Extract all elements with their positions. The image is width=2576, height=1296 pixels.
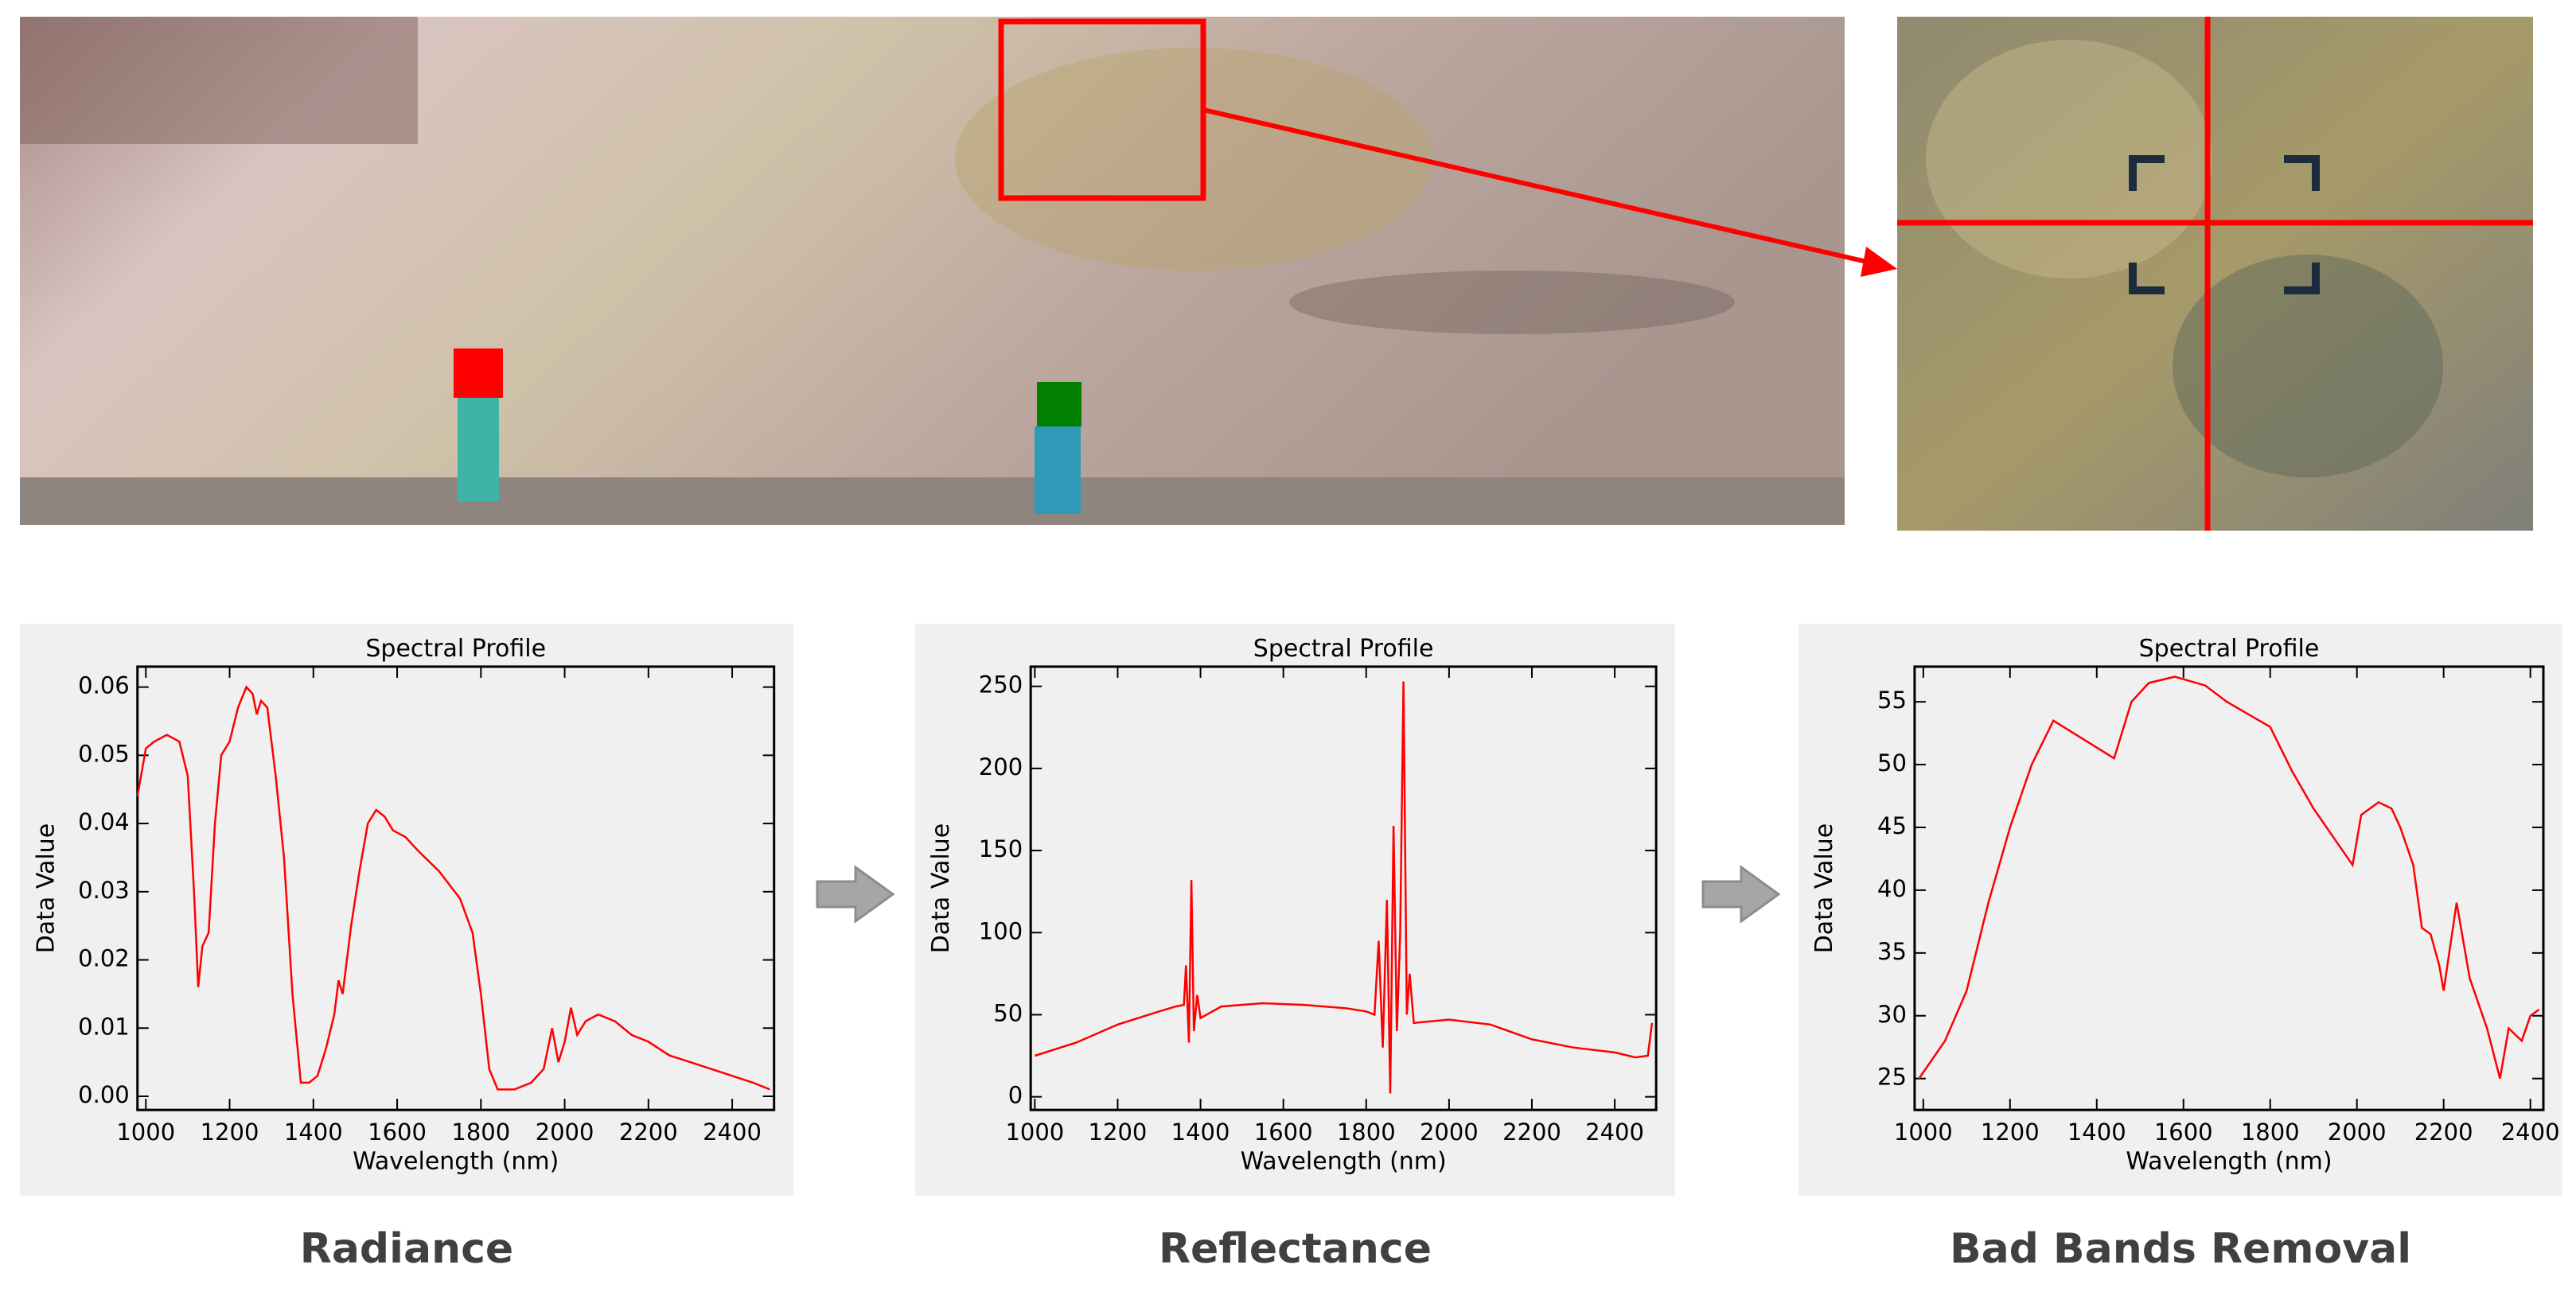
y-tick-label: 40 — [1877, 875, 1907, 902]
x-tick-label: 2200 — [1502, 1119, 1561, 1146]
chart-title: Spectral Profile — [2139, 635, 2320, 663]
y-axis-label: Data Value — [927, 823, 955, 954]
chart-title: Spectral Profile — [1253, 635, 1434, 663]
caption: Reflectance — [1159, 1225, 1432, 1273]
y-tick-label: 200 — [979, 753, 1023, 780]
x-tick-label: 2000 — [2328, 1119, 2387, 1146]
x-tick-label: 1600 — [2154, 1119, 2213, 1146]
y-tick-label: 30 — [1877, 1001, 1907, 1028]
y-axis-label: Data Value — [1810, 823, 1838, 954]
x-tick-label: 1800 — [1337, 1119, 1396, 1146]
y-tick-label: 50 — [1877, 749, 1907, 776]
y-tick-label: 100 — [979, 917, 1023, 944]
caption: Bad Bands Removal — [1950, 1225, 2411, 1273]
x-tick-label: 2000 — [1420, 1119, 1479, 1146]
y-tick-label: 0 — [1008, 1082, 1023, 1109]
y-tick-label: 0.02 — [78, 945, 130, 972]
photo — [20, 17, 1897, 525]
x-tick-label: 1800 — [2241, 1119, 2300, 1146]
x-tick-label: 2400 — [703, 1119, 762, 1146]
plot-area — [1913, 665, 2545, 1111]
x-tick-label: 2400 — [2501, 1119, 2560, 1146]
y-axis-label: Data Value — [33, 823, 60, 954]
x-tick-label: 1800 — [451, 1119, 510, 1146]
y-tick-label: 55 — [1877, 687, 1907, 714]
x-tick-label: 2200 — [2414, 1119, 2473, 1146]
x-tick-label: 1000 — [1894, 1119, 1953, 1146]
x-tick-label: 1200 — [201, 1119, 259, 1146]
y-tick-label: 150 — [979, 835, 1023, 862]
y-tick-label: 0.06 — [78, 672, 130, 699]
x-tick-label: 1000 — [1005, 1119, 1064, 1146]
x-axis-label: Wavelength (nm) — [353, 1148, 559, 1176]
x-tick-label: 1400 — [284, 1119, 343, 1146]
x-tick-label: 1600 — [368, 1119, 427, 1146]
spectrum-line — [1035, 681, 1654, 1094]
x-tick-label: 1400 — [1171, 1119, 1230, 1146]
chart-panel: Spectral Profile 0.00 0.01 0.02 0.03 0.04 0.05… — [20, 624, 793, 1273]
x-tick-label: 1000 — [116, 1119, 175, 1146]
y-tick-label: 0.01 — [78, 1013, 130, 1040]
y-tick-label: 45 — [1877, 812, 1907, 839]
y-tick-label: 0.00 — [78, 1081, 130, 1108]
spectrum-line — [1918, 675, 2540, 1080]
y-tick-label: 50 — [993, 999, 1023, 1026]
y-tick-label: 25 — [1877, 1064, 1907, 1091]
flow-arrows — [816, 865, 1781, 924]
x-tick-label: 1200 — [1089, 1119, 1148, 1146]
y-tick-label: 0.05 — [78, 740, 130, 767]
x-tick-label: 1400 — [2067, 1119, 2126, 1146]
spectrum-line — [136, 685, 770, 1091]
x-axis-label: Wavelength (nm) — [2126, 1148, 2332, 1176]
plot-area — [1029, 665, 1658, 1111]
y-tick-label: 250 — [979, 671, 1023, 699]
y-tick-label: 0.03 — [78, 877, 130, 904]
x-axis-label: Wavelength (nm) — [1241, 1148, 1447, 1176]
caption: Radiance — [300, 1225, 513, 1273]
x-tick-label: 1600 — [1254, 1119, 1313, 1146]
x-tick-label: 1200 — [1981, 1119, 2040, 1146]
x-tick-label: 2000 — [536, 1119, 594, 1146]
plot-area — [136, 665, 776, 1111]
chart-panel: Spectral Profile 25 30 35 40 45 50 55 1000 1200 14… — [1799, 624, 2562, 1273]
y-tick-label: 0.04 — [78, 808, 130, 835]
x-tick-label: 2200 — [619, 1119, 678, 1146]
x-tick-label: 2400 — [1585, 1119, 1644, 1146]
chart-panel: Spectral Profile 0 50 100 150 200 250 1000 1200 1… — [915, 624, 1675, 1273]
chart-title: Spectral Profile — [365, 635, 546, 663]
zoom-photo — [1897, 17, 2533, 531]
y-tick-label: 35 — [1877, 938, 1907, 965]
